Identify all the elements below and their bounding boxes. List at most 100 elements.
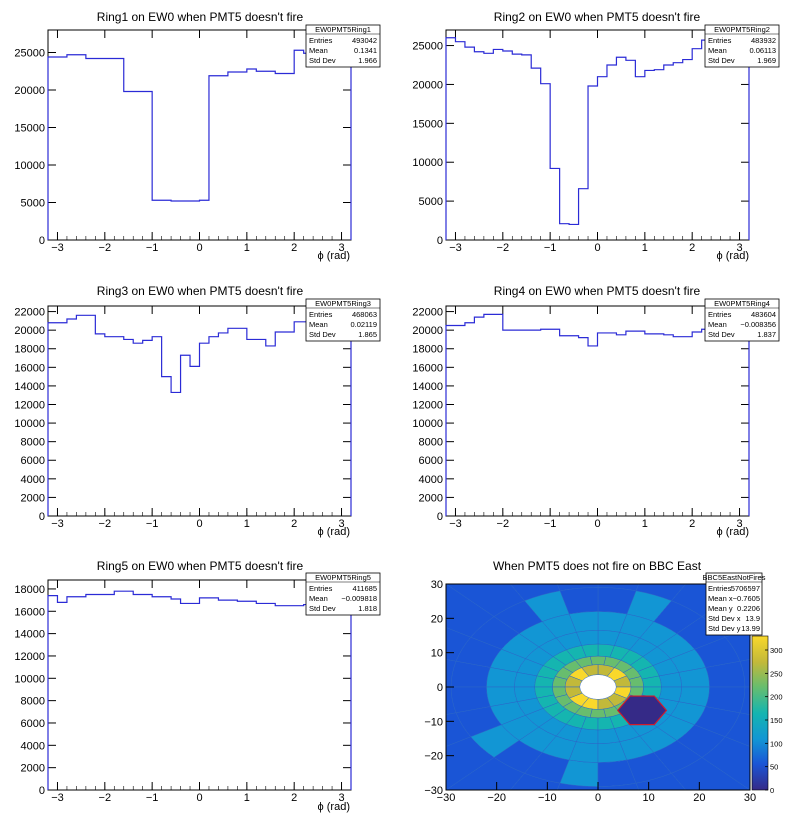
y-tick-label: 0 — [437, 682, 443, 694]
histogram-marks — [47, 314, 352, 516]
histogram-line — [445, 313, 750, 516]
y-tick-label: 20000 — [412, 325, 443, 337]
y-tick-label: 14000 — [412, 381, 443, 393]
stats-name: EW0PMT5Ring5 — [315, 573, 371, 582]
color-scale-ticks: 0 50 100 150 200 250 300 — [765, 646, 783, 795]
stats-name: EW0PMT5Ring1 — [315, 25, 371, 34]
stats-value: −0.7605 — [733, 594, 760, 603]
stats-label: Std Dev x — [708, 614, 741, 623]
x-tick-label: 3 — [338, 518, 344, 530]
x-axis-label: ϕ (rad) — [318, 250, 350, 262]
y-tick-label: 6000 — [419, 455, 443, 467]
y-tick-label: 4000 — [21, 740, 45, 752]
stats-label: Entries — [309, 310, 333, 319]
y-tick-label: 0 — [39, 785, 45, 797]
x-tick-label: −1 — [146, 792, 159, 804]
y-tick-label: 0 — [437, 511, 443, 523]
x-axis-label: ϕ (rad) — [318, 526, 350, 538]
y-tick-label: 5000 — [21, 198, 45, 210]
y-tick-label: 14000 — [14, 381, 45, 393]
panel-ring5: Ring5 on EW0 when PMT5 doesn't fire −3 −2… — [14, 559, 381, 813]
color-scale: 0 50 100 150 200 250 300 — [751, 635, 783, 795]
panel-ring1: Ring1 on EW0 when PMT5 doesn't fire −3 −2… — [14, 10, 381, 262]
stats-value: 1.865 — [358, 330, 377, 339]
x-tick-label: −3 — [449, 242, 462, 254]
stats-box: EW0PMT5Ring3 Entries 468063 Mean 0.02119… — [305, 298, 381, 342]
stats-value: 0.06113 — [749, 46, 776, 55]
y-tick-label: 10000 — [412, 418, 443, 430]
x-tick-label: 0 — [594, 518, 600, 530]
stats-value: 5706597 — [731, 584, 760, 593]
color-scale-tick-label: 250 — [770, 669, 783, 678]
dead-pmt-hexagon — [616, 695, 668, 726]
axes: −30 −20 −10 0 10 20 30 −30 −20 −10 0 10 20 30 — [424, 579, 756, 804]
x-tick-label: 2 — [291, 518, 297, 530]
stats-value: −0.009818 — [341, 594, 377, 603]
stats-value: 0.1341 — [354, 46, 377, 55]
x-tick-label: 1 — [244, 792, 250, 804]
y-tick-label: 2000 — [21, 763, 45, 775]
y-tick-label: 8000 — [419, 437, 443, 449]
stats-value: 1.969 — [757, 56, 776, 65]
stats-label: Std Dev — [309, 604, 336, 613]
stats-label: Std Dev — [309, 56, 336, 65]
stats-label: Mean — [708, 320, 727, 329]
stats-box: EW0PMT5Ring4 Entries 483604 Mean −0.0083… — [704, 298, 780, 342]
heatmap-cell — [446, 659, 457, 688]
chart-title: When PMT5 does not fire on BBC East — [493, 559, 702, 573]
heatmap-cell — [613, 686, 632, 699]
y-tick-label: 25000 — [14, 48, 45, 60]
stats-name: BBC5EastNotFires — [703, 573, 766, 582]
plot-frame — [445, 29, 750, 241]
y-tick-label: 22000 — [14, 307, 45, 319]
histogram-line — [47, 314, 352, 516]
x-tick-label: 0 — [594, 242, 600, 254]
y-tick-label: 20000 — [412, 79, 443, 91]
x-tick-label: −2 — [99, 518, 112, 530]
y-tick-label: 8000 — [21, 696, 45, 708]
x-tick-label: −3 — [51, 242, 64, 254]
stats-name: EW0PMT5Ring4 — [714, 299, 770, 308]
stats-value: 0.2206 — [737, 604, 760, 613]
x-tick-label: 10 — [643, 792, 655, 804]
color-scale-tick-label: 100 — [770, 739, 783, 748]
y-tick-label: 0 — [39, 235, 45, 247]
y-tick-label: 20000 — [14, 85, 45, 97]
x-tick-label: 2 — [689, 518, 695, 530]
x-tick-label: 20 — [693, 792, 705, 804]
stats-label: Entries — [309, 584, 333, 593]
x-tick-label: −10 — [538, 792, 557, 804]
y-tick-label: 2000 — [21, 492, 45, 504]
y-tick-label: 20000 — [14, 325, 45, 337]
x-tick-label: −3 — [51, 792, 64, 804]
y-tick-label: 30 — [431, 579, 443, 591]
x-axis-label: ϕ (rad) — [717, 526, 749, 538]
y-tick-label: 0 — [39, 511, 45, 523]
x-tick-label: 3 — [338, 792, 344, 804]
x-tick-label: −20 — [487, 792, 506, 804]
y-tick-label: 10000 — [412, 157, 443, 169]
x-tick-label: −1 — [544, 518, 557, 530]
stats-box: BBC5EastNotFires Entries 5706597 Mean x … — [703, 572, 766, 636]
y-tick-label: 5000 — [419, 196, 443, 208]
histogram-line — [445, 37, 750, 240]
y-tick-label: 4000 — [419, 474, 443, 486]
x-tick-label: −1 — [146, 518, 159, 530]
y-tick-label: −10 — [424, 716, 443, 728]
y-tick-label: 6000 — [21, 455, 45, 467]
stats-label: Mean — [309, 594, 328, 603]
stats-value: 493042 — [352, 36, 377, 45]
x-tick-label: −1 — [544, 242, 557, 254]
stats-label: Std Dev — [309, 330, 336, 339]
x-tick-label: 2 — [291, 242, 297, 254]
x-tick-label: −3 — [449, 518, 462, 530]
x-tick-label: 3 — [736, 518, 742, 530]
y-tick-label: 8000 — [21, 437, 45, 449]
stats-label: Mean — [309, 46, 328, 55]
stats-box: EW0PMT5Ring2 Entries 483932 Mean 0.06113… — [704, 24, 780, 68]
y-tick-label: 6000 — [21, 718, 45, 730]
x-tick-label: 3 — [338, 242, 344, 254]
y-tick-label: 0 — [437, 235, 443, 247]
y-tick-label: 14000 — [14, 629, 45, 641]
stats-value: 468063 — [352, 310, 377, 319]
